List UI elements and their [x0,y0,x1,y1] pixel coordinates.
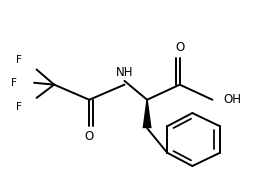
Text: O: O [175,41,184,54]
Text: OH: OH [224,93,242,106]
Text: F: F [16,55,22,65]
Text: F: F [16,102,22,112]
Text: NH: NH [116,66,133,79]
Text: F: F [11,78,17,88]
Polygon shape [142,100,152,128]
Text: O: O [85,130,94,143]
